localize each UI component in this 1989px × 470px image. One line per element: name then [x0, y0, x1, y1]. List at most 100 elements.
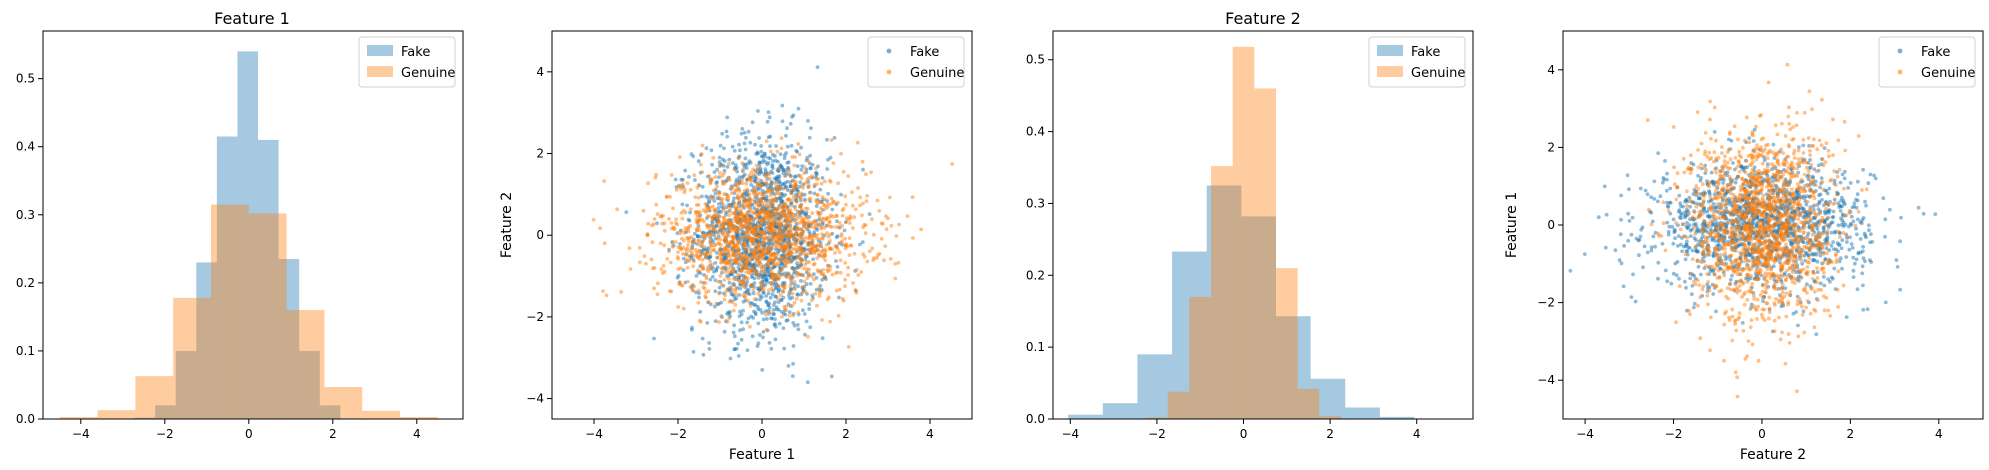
fake-point: [765, 162, 769, 167]
fake-point: [1821, 275, 1826, 279]
fake-point: [1807, 166, 1812, 170]
fake-point: [624, 210, 629, 215]
genuine-point: [1820, 157, 1825, 162]
genuine-point: [760, 218, 765, 223]
genuine-point: [803, 289, 808, 294]
genuine-point: [660, 221, 665, 226]
genuine-point: [662, 229, 667, 233]
fake-point: [655, 221, 659, 226]
genuine-point: [745, 200, 750, 204]
genuine-point: [1834, 260, 1839, 265]
fake-point: [1814, 252, 1819, 257]
genuine-point: [756, 222, 761, 227]
fake-point: [1666, 229, 1671, 234]
genuine-point: [768, 183, 773, 187]
fake-point: [1696, 264, 1701, 269]
genuine-point: [870, 217, 874, 222]
fake-point: [814, 287, 819, 292]
fake-point: [743, 156, 748, 161]
fake-point: [1848, 235, 1852, 240]
fake-point: [764, 294, 768, 298]
fake-point: [1856, 217, 1860, 222]
fake-point: [750, 334, 755, 339]
fake-point: [1838, 256, 1843, 261]
genuine-point: [669, 289, 674, 294]
fake-point: [1669, 281, 1674, 286]
fake-point: [678, 242, 682, 246]
fake-point: [1867, 228, 1871, 233]
genuine-point: [753, 271, 757, 276]
fake-point: [1738, 206, 1742, 211]
genuine-point: [863, 223, 868, 228]
fake-point: [725, 115, 730, 120]
genuine-point: [644, 261, 648, 266]
genuine-point: [766, 288, 771, 292]
genuine-point: [697, 242, 702, 247]
genuine-point: [834, 288, 839, 293]
y-tick-label: 4: [536, 65, 544, 79]
genuine-point: [1745, 354, 1749, 358]
fake-point: [712, 304, 717, 309]
legend-label: Genuine: [1411, 66, 1465, 81]
genuine-point: [815, 256, 819, 261]
fake-point: [778, 152, 783, 157]
fake-point: [1866, 223, 1871, 228]
genuine-point: [790, 303, 795, 308]
fake-point: [698, 310, 703, 314]
fake-point: [1883, 234, 1887, 239]
genuine-point: [1707, 180, 1712, 185]
fake-point: [732, 196, 736, 201]
fake-point: [1849, 242, 1854, 246]
fake-point: [839, 192, 843, 197]
genuine-point: [671, 206, 675, 211]
genuine-point: [627, 246, 632, 251]
genuine-point: [749, 268, 754, 272]
genuine-point: [736, 245, 741, 250]
fake-point: [783, 181, 787, 185]
fake-point: [773, 294, 778, 299]
genuine-point: [858, 195, 863, 200]
fake-point: [739, 320, 744, 325]
genuine-point: [1788, 127, 1793, 132]
genuine-point: [754, 163, 759, 168]
fake-point: [727, 311, 732, 316]
genuine-point: [650, 223, 654, 228]
fake-point: [820, 336, 825, 341]
genuine-point: [679, 211, 684, 215]
fake-point: [756, 109, 760, 113]
fake-point: [742, 130, 747, 135]
genuine-point: [674, 188, 679, 192]
fake-point: [706, 196, 711, 200]
genuine-histogram-bar: [248, 213, 287, 419]
axes-frame: [42, 30, 464, 420]
genuine-point: [822, 252, 827, 257]
fake-point: [693, 178, 697, 182]
genuine-point: [743, 243, 748, 248]
fake-point: [745, 348, 750, 353]
x-tick-label: 4: [1413, 427, 1421, 441]
genuine-point: [776, 167, 781, 172]
genuine-point: [718, 274, 723, 278]
fake-point: [725, 134, 730, 139]
genuine-point: [693, 210, 698, 214]
genuine-point: [705, 223, 710, 228]
genuine-point: [682, 230, 687, 235]
genuine-point: [795, 192, 800, 197]
genuine-point: [870, 246, 875, 251]
fake-point: [1629, 295, 1634, 299]
genuine-point: [704, 274, 709, 279]
fake-point: [1717, 242, 1721, 247]
genuine-point: [736, 202, 741, 207]
fake-point: [686, 217, 691, 222]
fake-point: [1822, 146, 1827, 151]
genuine-point: [692, 259, 696, 264]
genuine-point: [727, 316, 731, 321]
genuine-point: [718, 253, 723, 257]
fake-point: [1806, 253, 1811, 257]
genuine-point: [711, 204, 715, 209]
genuine-point: [837, 221, 842, 225]
fake-point: [796, 284, 800, 289]
fake-point: [724, 212, 728, 217]
fake-point: [738, 309, 742, 314]
fake-point: [1651, 234, 1656, 239]
